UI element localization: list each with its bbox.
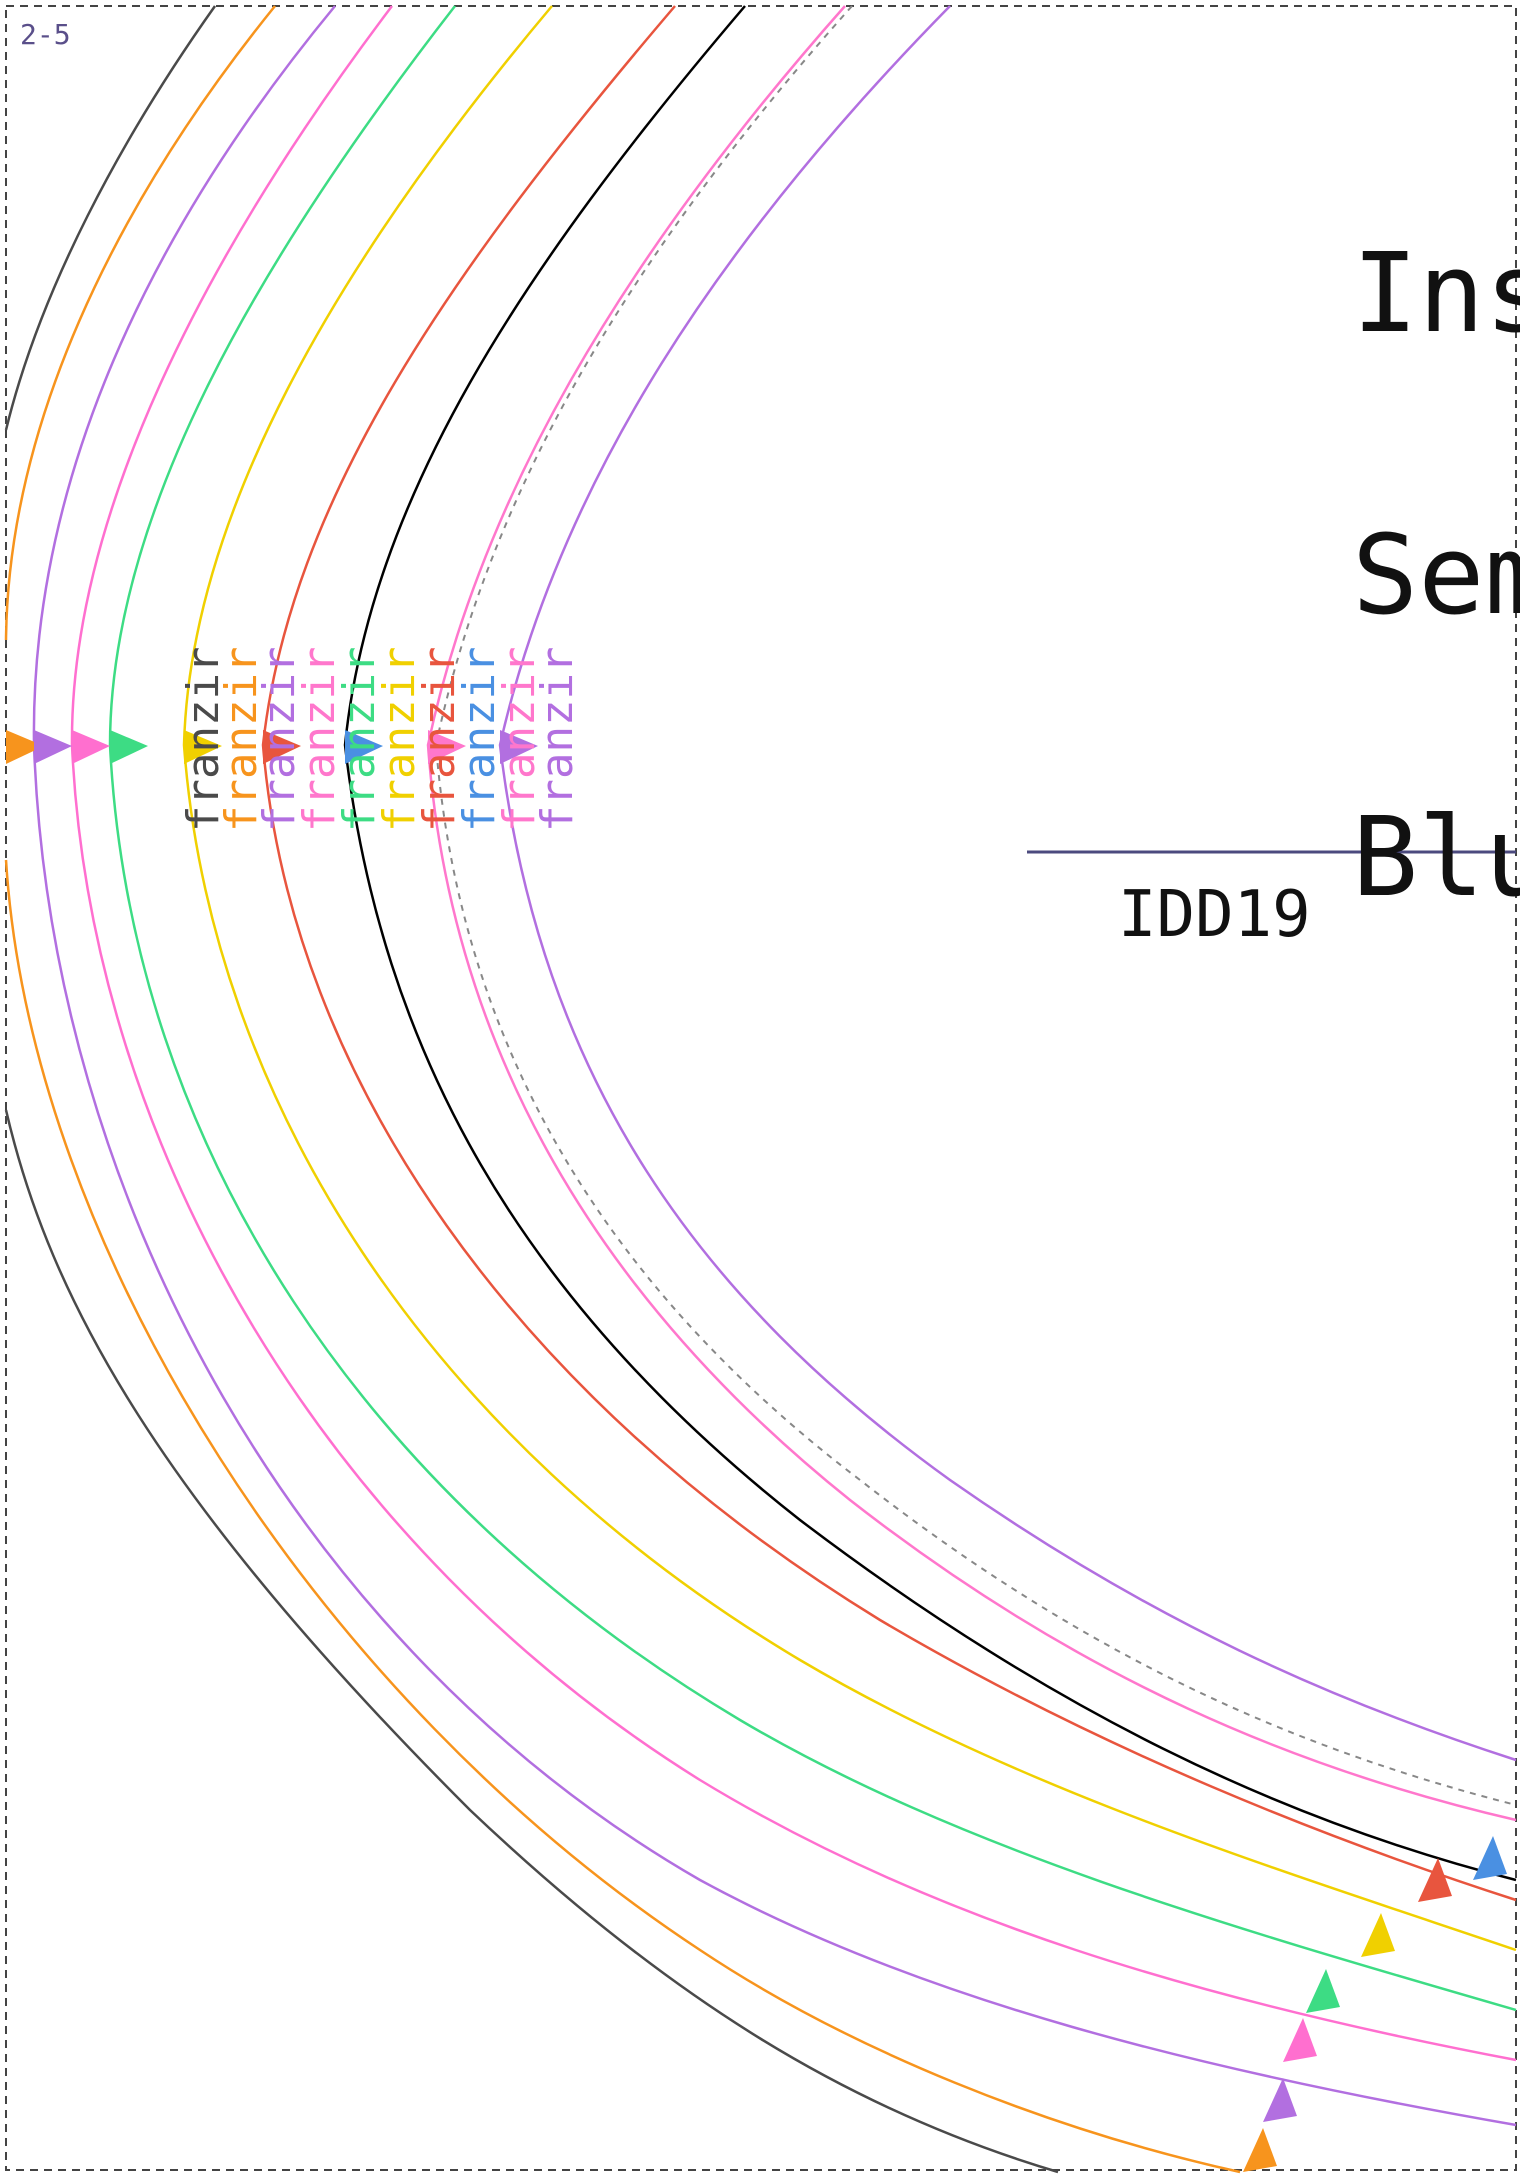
dashed-route-line (434, 5, 1517, 1806)
route-line (4, 5, 1059, 2174)
id-label: IDD19 (1118, 878, 1311, 952)
route-lines (4, 5, 1517, 2174)
route-arrow-icon (428, 730, 466, 764)
route-end-arrow-icon (1243, 2128, 1277, 2172)
route-end-arrows (1243, 1836, 1507, 2172)
route-line (426, 5, 1517, 1822)
route-arrow-icon (500, 730, 538, 764)
route-end-arrow-icon (1306, 1969, 1340, 2013)
route-label: franzir (334, 647, 385, 832)
route-end-arrow-icon (1263, 2078, 1297, 2122)
route-end-arrow-icon (1283, 2018, 1317, 2062)
title-line-3: Blu (1352, 793, 1520, 921)
route-arrow-icon (184, 730, 222, 764)
route-label: franzir (216, 647, 267, 832)
route-label: franzir (294, 647, 345, 832)
route-label: franzir (454, 647, 505, 832)
route-arrow-icon (6, 730, 44, 764)
route-label: franzir (532, 647, 583, 832)
route-line (343, 5, 1517, 1882)
route-arrow-icon (34, 730, 72, 764)
route-arrow-icon (110, 730, 148, 764)
route-line (32, 5, 1517, 2127)
route-label: franzir (178, 647, 229, 832)
route-line (261, 5, 1517, 1902)
route-labels: franzirfranzirfranzirfranzirfranzirfranz… (178, 647, 583, 832)
route-arrow-icon (72, 730, 110, 764)
route-line (70, 5, 1517, 2062)
title-line-2: Sem (1352, 511, 1520, 639)
title-line-1: Ins (1352, 229, 1520, 357)
route-arrow-icon (345, 730, 383, 764)
page-label: 2-5 (20, 18, 71, 51)
route-label: franzir (414, 647, 465, 832)
route-line (498, 5, 1517, 1762)
route-label: franzir (374, 647, 425, 832)
route-line (108, 5, 1517, 2012)
left-arrows (6, 730, 538, 764)
route-line (4, 5, 1241, 2174)
route-label: franzir (494, 647, 545, 832)
route-label: franzir (254, 647, 305, 832)
route-end-arrow-icon (1418, 1858, 1452, 1902)
page-title: Ins Sem Blu (1352, 58, 1520, 1092)
route-end-arrow-icon (1473, 1836, 1507, 1880)
route-line (182, 5, 1517, 1952)
route-end-arrow-icon (1361, 1913, 1395, 1957)
page-frame (5, 5, 1517, 2171)
route-arrow-icon (263, 730, 301, 764)
